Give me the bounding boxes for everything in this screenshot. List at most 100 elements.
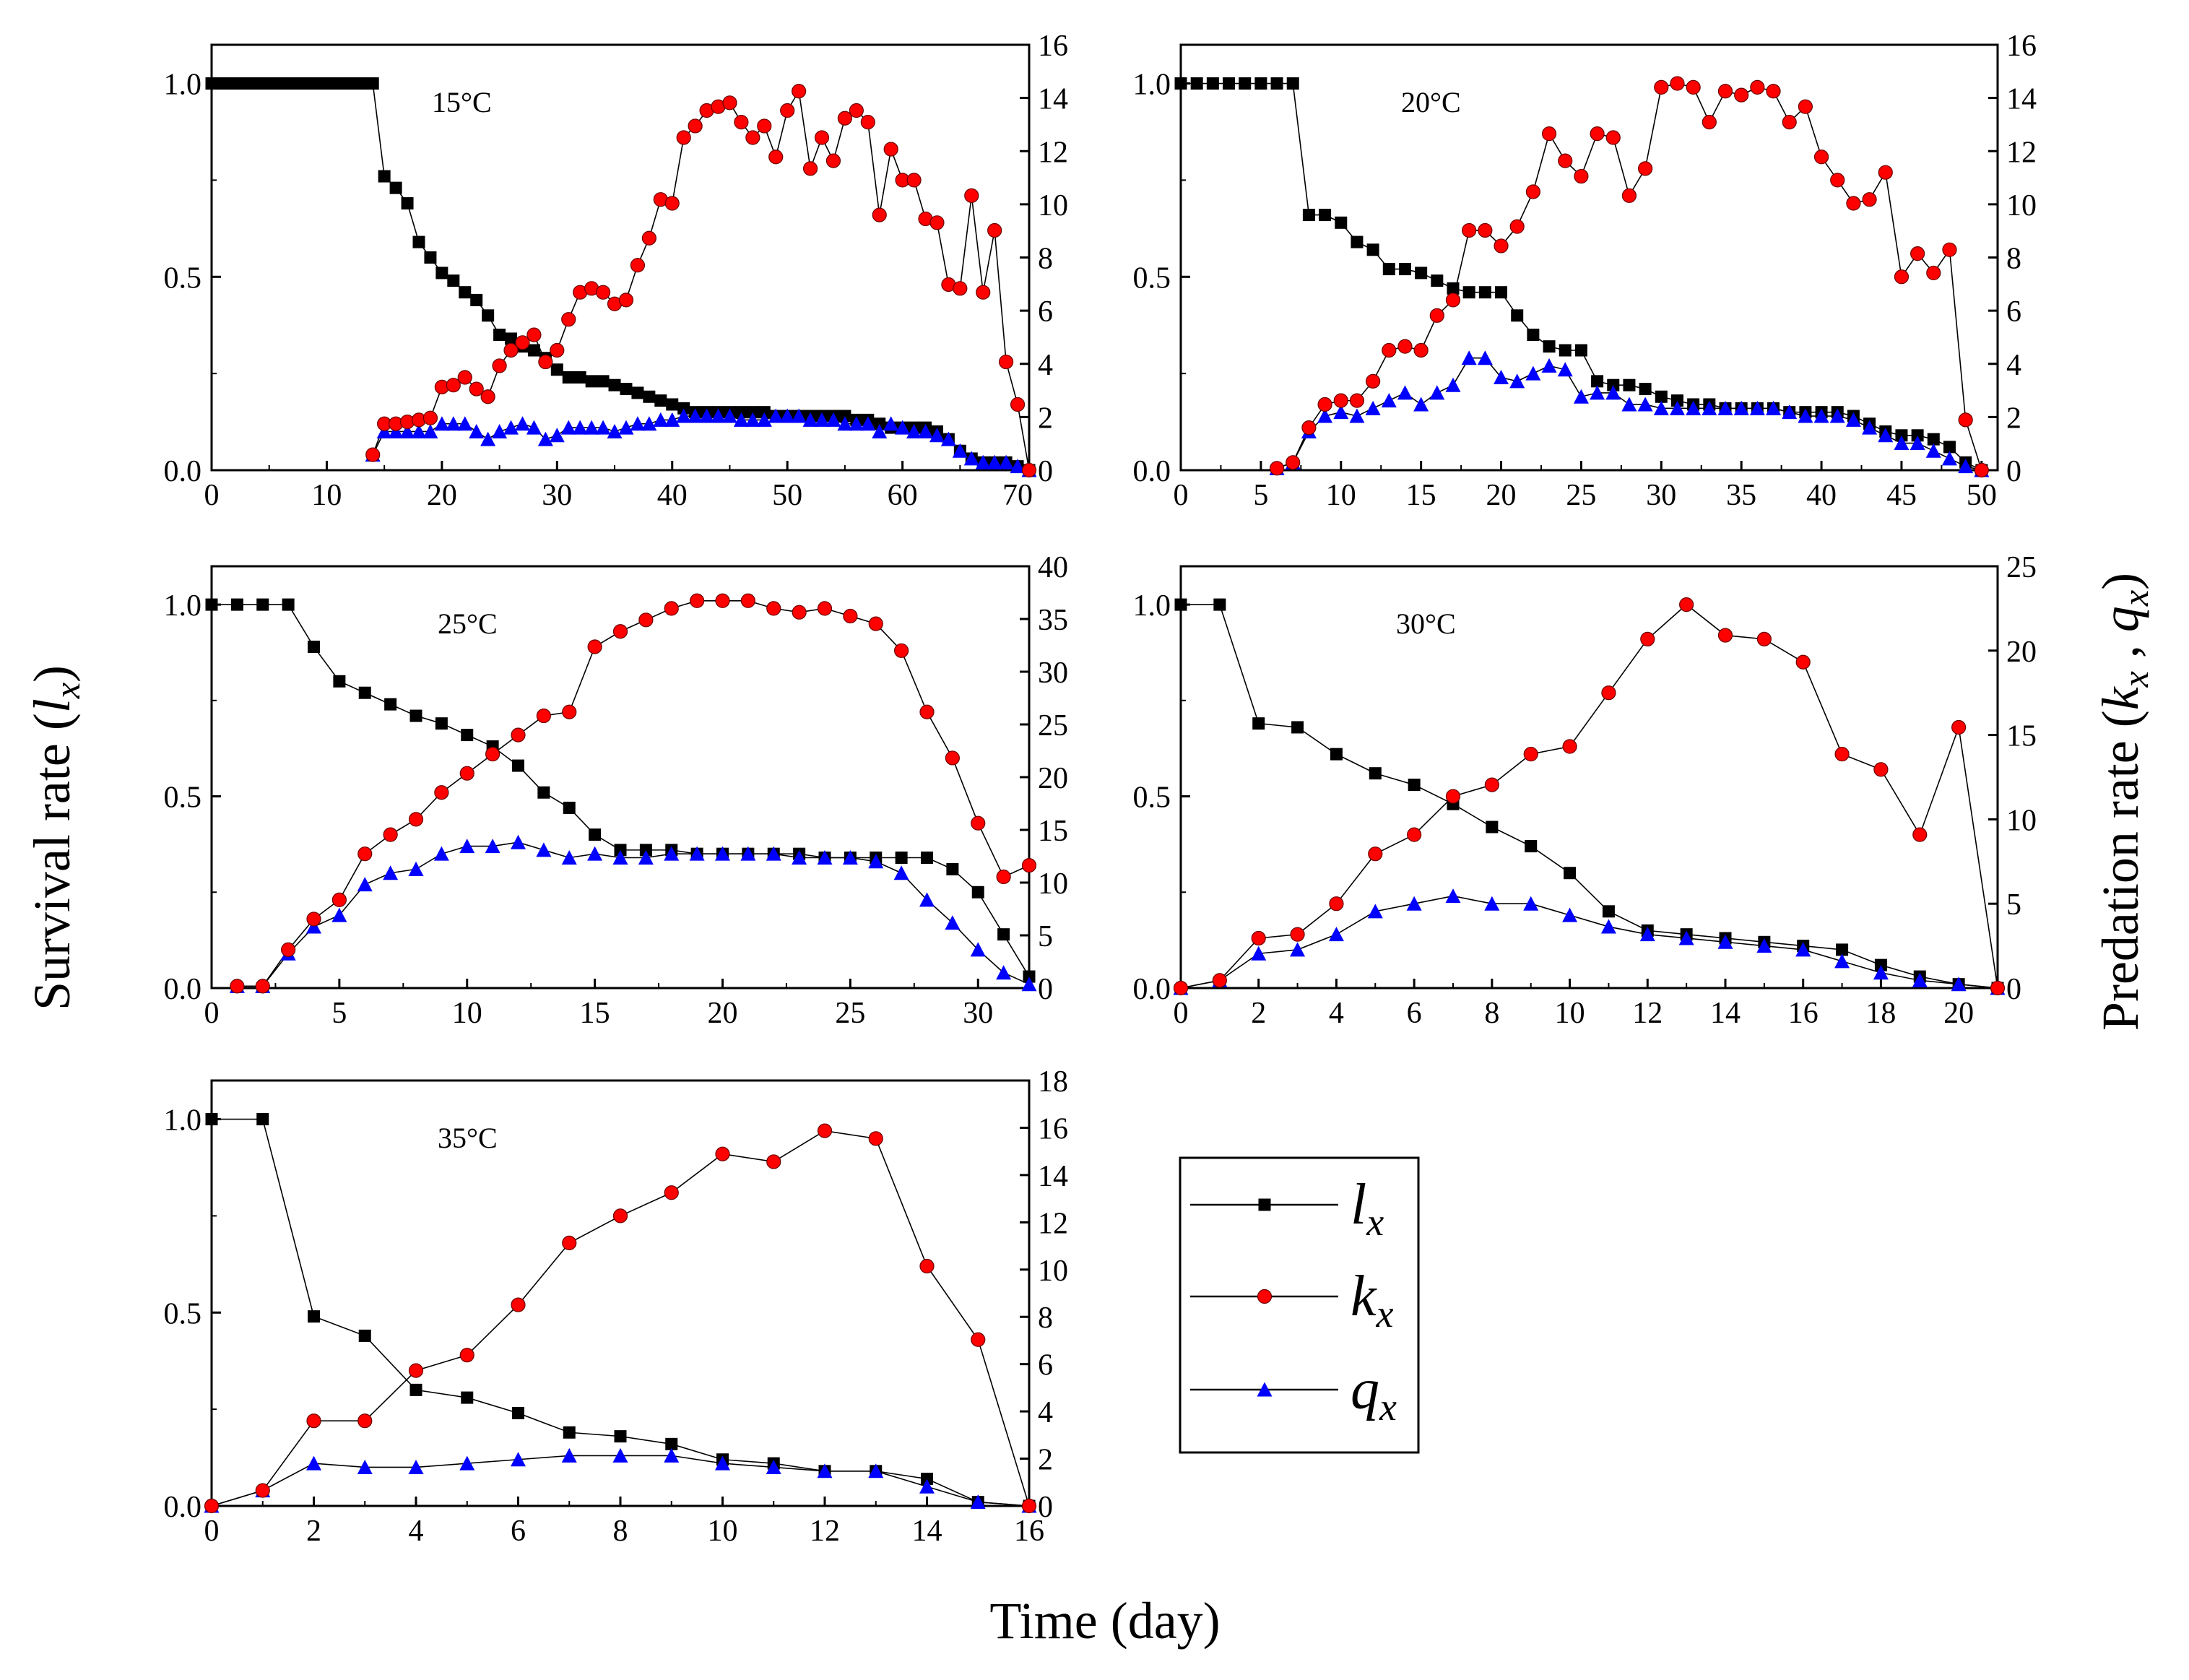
point-lx: [435, 717, 448, 730]
point-kx: [562, 704, 577, 719]
point-kx: [1717, 628, 1733, 643]
point-lx: [873, 417, 886, 430]
point-kx: [1290, 927, 1305, 942]
y-tick-label-right: 25: [2006, 551, 2037, 584]
point-qx: [433, 846, 449, 861]
point-qx: [766, 1459, 781, 1474]
y-axis-label-left: Survival rate (lx): [23, 665, 87, 1010]
point-lx: [217, 77, 230, 90]
point-kx: [1407, 827, 1422, 842]
point-qx: [1749, 400, 1765, 415]
point-lx: [1495, 286, 1508, 299]
point-kx: [1317, 397, 1332, 412]
point-lx: [384, 698, 397, 711]
point-lx: [946, 862, 959, 875]
point-qx: [1333, 404, 1349, 420]
point-kx: [1590, 126, 1605, 142]
point-qx: [733, 412, 749, 427]
y-tick-label-left: 0.5: [1133, 261, 1171, 295]
point-kx: [825, 153, 841, 168]
y-tick-label-right: 0: [1038, 1491, 1053, 1524]
point-lx: [838, 410, 851, 423]
point-kx: [1878, 165, 1893, 180]
point-kx: [1910, 246, 1925, 261]
x-tick-label: 20: [1486, 479, 1517, 512]
y-tick-label-right: 10: [1038, 189, 1068, 222]
point-qx: [664, 846, 680, 861]
point-kx: [945, 750, 960, 766]
point-qx: [893, 865, 909, 880]
point-kx: [1894, 269, 1910, 285]
point-qx: [842, 849, 858, 865]
point-lx: [205, 1113, 218, 1126]
point-lx: [1564, 867, 1577, 880]
point-qx: [399, 423, 415, 438]
point-kx: [1429, 308, 1444, 323]
point-qx: [817, 1463, 833, 1478]
point-qx: [699, 408, 715, 423]
point-qx: [595, 420, 611, 435]
point-lx: [274, 77, 287, 90]
point-lx: [1369, 767, 1382, 780]
point-qx: [1317, 408, 1333, 423]
y-tick-label-left: 0.5: [164, 781, 202, 815]
x-tick-label: 14: [1710, 997, 1741, 1030]
x-tick-label: 30: [1646, 479, 1676, 512]
x-tick-label: 30: [542, 479, 572, 512]
x-tick-label: 20: [1943, 997, 1974, 1030]
point-kx: [1795, 654, 1811, 670]
y-tick-label-right: 4: [1038, 1396, 1053, 1429]
point-kx: [894, 643, 909, 658]
point-qx: [1525, 365, 1541, 381]
point-kx: [919, 704, 935, 719]
point-kx: [1574, 168, 1589, 184]
point-kx: [971, 1332, 986, 1347]
x-tick-label: 10: [311, 479, 342, 512]
point-kx: [638, 612, 654, 628]
y-tick-label-right: 2: [2006, 402, 2021, 435]
point-kx: [817, 1123, 833, 1138]
legend-subscript: x: [1379, 1385, 1397, 1429]
point-qx: [906, 423, 922, 438]
legend-box: [1179, 1156, 1420, 1454]
point-kx: [1702, 114, 1717, 130]
panel-2: 0 5 10 15 20 25 30 0.0 0.5 1.0 0 5 10 15 20 25 30 35 40 25°…: [164, 551, 1069, 1030]
point-qx: [1834, 953, 1850, 969]
series-line-lx: [212, 1118, 1030, 1507]
y-tick-label-right: 2: [1038, 1444, 1053, 1477]
point-kx: [618, 293, 634, 308]
point-lx: [389, 181, 402, 194]
point-kx: [1679, 597, 1694, 612]
point-lx: [1836, 943, 1849, 956]
point-kx: [357, 847, 373, 862]
point-lx: [631, 386, 644, 399]
legend-marker-triangle: [1257, 1382, 1273, 1397]
point-qx: [1941, 451, 1957, 466]
point-kx: [768, 150, 784, 165]
y-tick-label-right: 0: [2006, 973, 2021, 1006]
y-tick-label-left: 1.0: [164, 589, 202, 623]
point-kx: [740, 593, 755, 608]
x-tick-label: 4: [409, 1515, 424, 1548]
point-kx: [1021, 858, 1037, 873]
point-qx: [1021, 977, 1037, 992]
point-lx: [997, 928, 1010, 941]
point-qx: [607, 423, 623, 438]
point-kx: [1269, 461, 1285, 476]
point-kx: [1640, 631, 1655, 646]
y-axis-label-right-q-sub: x: [2115, 590, 2156, 607]
point-lx: [358, 686, 371, 699]
point-qx: [1878, 428, 1894, 443]
y-tick-label-right: 0: [2006, 455, 2021, 488]
point-qx: [895, 420, 911, 435]
point-qx: [740, 846, 756, 861]
y-tick-label-right: 18: [1038, 1065, 1068, 1099]
x-tick-label: 15: [580, 997, 610, 1030]
x-tick-label: 40: [1806, 479, 1837, 512]
x-tick-label: 6: [511, 1515, 526, 1548]
point-kx: [550, 342, 565, 358]
panel-0: 0 10 20 30 40 50 60 70 0.0 0.5 1.0 0 2 4 6 8 10 12 14 16 15°…: [164, 30, 1069, 512]
point-lx: [1927, 433, 1940, 446]
point-qx: [664, 1447, 680, 1463]
point-lx: [1431, 274, 1444, 287]
